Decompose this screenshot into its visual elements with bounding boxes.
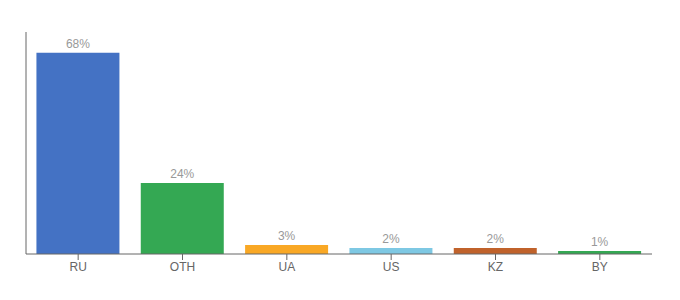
svg-text:US: US — [383, 260, 400, 274]
svg-text:RU: RU — [69, 260, 86, 274]
svg-text:3%: 3% — [278, 229, 296, 243]
svg-text:OTH: OTH — [170, 260, 195, 274]
svg-text:KZ: KZ — [488, 260, 503, 274]
svg-text:2%: 2% — [382, 232, 400, 246]
svg-text:24%: 24% — [170, 167, 194, 181]
svg-text:BY: BY — [592, 260, 608, 274]
svg-text:2%: 2% — [487, 232, 505, 246]
svg-text:68%: 68% — [66, 37, 90, 51]
svg-text:1%: 1% — [591, 235, 609, 249]
svg-text:UA: UA — [278, 260, 295, 274]
